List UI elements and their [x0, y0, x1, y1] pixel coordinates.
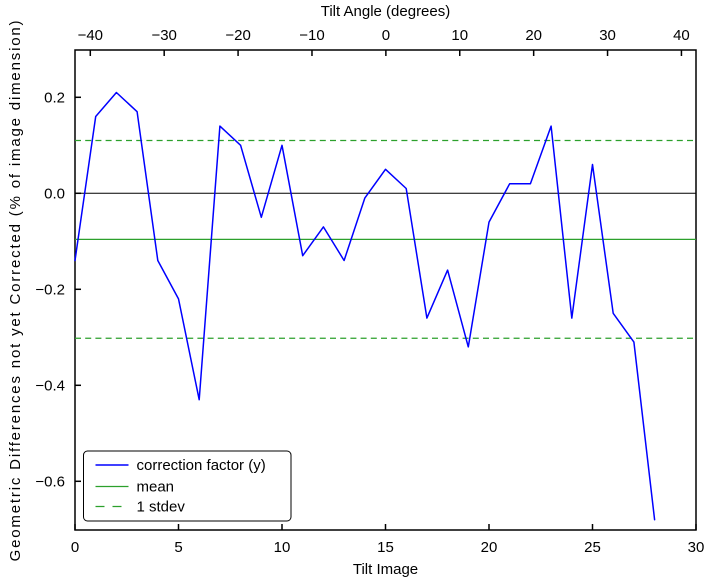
- svg-text:−20: −20: [225, 27, 250, 44]
- svg-text:Tilt Image: Tilt Image: [353, 561, 418, 578]
- svg-text:mean: mean: [137, 479, 175, 496]
- svg-text:−10: −10: [299, 27, 324, 44]
- svg-text:10: 10: [274, 539, 291, 556]
- svg-text:25: 25: [584, 539, 601, 556]
- svg-text:0.0: 0.0: [44, 185, 65, 202]
- svg-text:−30: −30: [151, 27, 176, 44]
- svg-text:correction factor (y): correction factor (y): [137, 457, 266, 474]
- svg-text:5: 5: [174, 539, 182, 556]
- svg-text:30: 30: [688, 539, 705, 556]
- svg-text:20: 20: [525, 27, 542, 44]
- svg-text:30: 30: [599, 27, 616, 44]
- svg-text:Tilt Angle (degrees): Tilt Angle (degrees): [321, 3, 451, 20]
- svg-text:−40: −40: [78, 27, 103, 44]
- svg-text:Geometric Differences not yet: Geometric Differences not yet Corrected …: [7, 19, 24, 562]
- svg-text:20: 20: [481, 539, 498, 556]
- svg-text:−0.2: −0.2: [35, 281, 65, 298]
- svg-text:10: 10: [451, 27, 468, 44]
- svg-text:0.2: 0.2: [44, 89, 65, 106]
- svg-text:−0.4: −0.4: [35, 377, 65, 394]
- svg-text:15: 15: [377, 539, 394, 556]
- svg-text:0: 0: [382, 27, 390, 44]
- svg-text:40: 40: [673, 27, 690, 44]
- svg-text:−0.6: −0.6: [35, 473, 65, 490]
- svg-text:0: 0: [71, 539, 79, 556]
- svg-text:1 stdev: 1 stdev: [137, 499, 186, 516]
